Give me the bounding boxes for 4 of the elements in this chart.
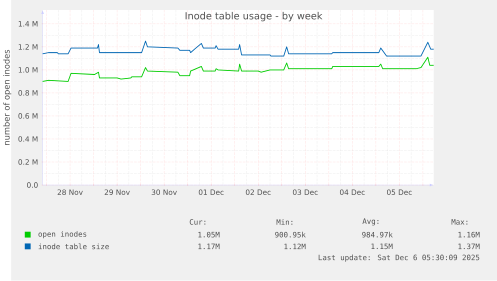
chart-title: Inode table usage - by week [186, 12, 322, 22]
line-series [42, 56, 434, 82]
y-axis-title: number of open inodes [3, 50, 12, 146]
line-series [42, 40, 434, 57]
